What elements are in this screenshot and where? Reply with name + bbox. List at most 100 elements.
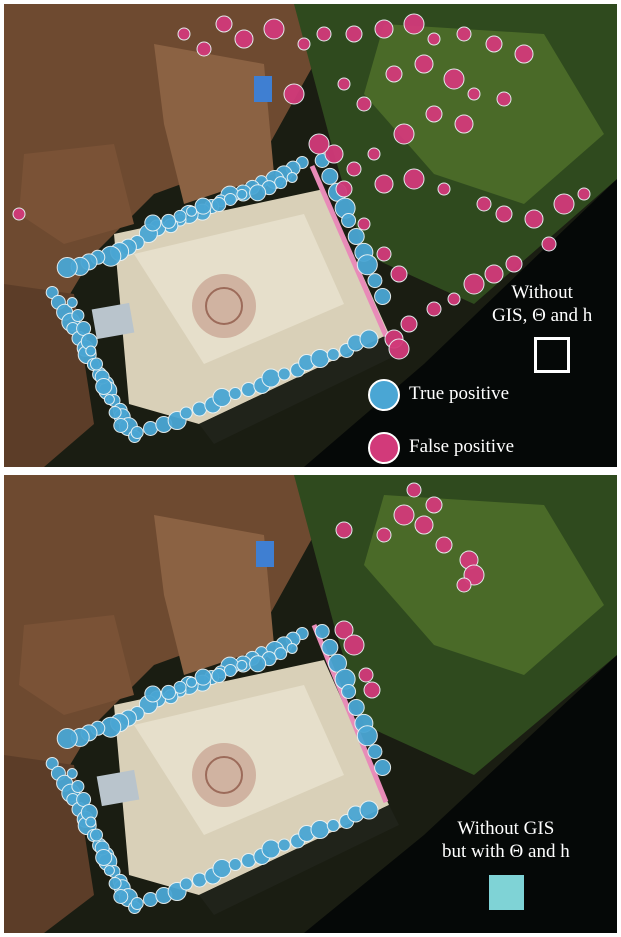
false-positive-dot (463, 273, 485, 295)
blue-roof (256, 541, 274, 567)
park-trees-light (364, 495, 604, 675)
false-positive-dot (435, 536, 453, 554)
false-positive-dot (356, 96, 372, 112)
true-positive-dot (310, 349, 330, 368)
false-positive-dot (335, 521, 353, 539)
true-positive-dot (113, 418, 129, 433)
true-positive-dot (367, 744, 383, 760)
top-caption-line-2: GIS, Θ and h (492, 304, 593, 326)
false-positive-dot (524, 209, 544, 229)
plaza-rosette (192, 274, 256, 338)
true-positive-dot (194, 197, 212, 215)
false-positive-dot (283, 83, 305, 105)
white-building (96, 769, 140, 807)
false-positive-dot (553, 193, 575, 215)
true-positive-dot (277, 367, 291, 381)
false-positive-dot (374, 174, 394, 194)
false-positive-dot (476, 196, 492, 212)
building-block-left (19, 615, 134, 715)
plaza-rosette (192, 743, 256, 807)
true-positive-dot (374, 288, 392, 305)
true-positive-dot (179, 877, 193, 891)
true-positive-dot (108, 877, 122, 890)
true-positive-dot (173, 209, 187, 223)
false-positive-dot (346, 161, 362, 177)
false-positive-dot (437, 182, 451, 196)
false-positive-dot (400, 315, 418, 333)
false-positive-dot (335, 180, 353, 198)
false-positive-dot (388, 338, 410, 360)
false-positive-dot (367, 147, 381, 161)
true-positive-dot (341, 213, 357, 229)
false-positive-dot (403, 168, 425, 190)
false-positive-dot (577, 187, 591, 201)
bottom-detection-dots (45, 482, 485, 914)
bottom-caption-line-1: Without GIS (457, 818, 555, 839)
true-positive-dot (103, 865, 115, 876)
true-positive-dot (85, 345, 97, 357)
plaza-rosette-ring (205, 287, 243, 325)
true-positive-dot (356, 254, 378, 276)
true-positive-dot (321, 638, 339, 656)
true-positive-dot (66, 768, 78, 779)
plaza-rosette-ring (205, 756, 243, 794)
false-positive-dot (467, 87, 481, 101)
plaza-shadow-bottom (199, 334, 399, 444)
building-block (154, 44, 274, 204)
true-positive-dot (95, 378, 113, 395)
false-positive-dot (406, 482, 422, 498)
false-positive-dot (234, 29, 254, 49)
true-positive-dot (228, 387, 242, 400)
plaza-shadow-bottom (199, 805, 399, 915)
false-positive-dot (385, 65, 403, 83)
false-positive-dot (447, 292, 461, 306)
false-positive-dot (390, 265, 408, 283)
false-positive-dot (426, 301, 442, 317)
false-positive-dot (414, 515, 434, 535)
false-positive-dot (376, 527, 392, 543)
track-line (309, 165, 389, 337)
true-positive-dot (108, 406, 122, 419)
true-positive-dot (161, 213, 177, 229)
false-positive-dot (297, 37, 311, 51)
true-positive-dot (274, 647, 288, 661)
false-positive-dot (425, 105, 443, 123)
top-detection-dots (12, 13, 591, 443)
true-positive-dot (347, 227, 365, 245)
bottom-caption: Without GIS but with Θ and h (442, 818, 570, 864)
true-positive-dot (321, 167, 339, 185)
true-positive-dot (236, 188, 248, 200)
true-positive-dot (103, 394, 115, 405)
true-positive-dot (228, 858, 242, 871)
true-positive-dot (286, 643, 298, 654)
top-caption: Without GIS, Θ and h (492, 282, 592, 328)
legend-false-positive-label: False positive (409, 436, 515, 457)
true-positive-dot (374, 759, 392, 776)
top-detection-panel: Without GIS, Θ and h True positive False… (4, 4, 617, 467)
true-positive-dot (223, 663, 237, 677)
false-positive-dot (541, 236, 557, 252)
true-positive-dot (113, 889, 129, 904)
false-positive-dot (425, 496, 443, 514)
true-positive-dot (130, 897, 144, 910)
true-positive-dot (212, 859, 232, 878)
true-positive-dot (274, 176, 288, 190)
true-positive-dot (130, 426, 144, 439)
white-building (91, 302, 135, 340)
false-positive-dot (505, 255, 523, 273)
building-block-left (19, 144, 134, 244)
building-block (154, 515, 274, 675)
false-positive-dot (514, 44, 534, 64)
false-positive-dot (496, 91, 512, 107)
false-positive-dot (427, 32, 441, 46)
true-positive-dot (236, 659, 248, 671)
top-aerial-image (4, 4, 617, 467)
true-positive-dot (173, 680, 187, 694)
false-positive-dot (215, 15, 233, 33)
false-positive-dot (414, 54, 434, 74)
false-positive-dot (454, 114, 474, 134)
bottom-detection-panel: Without GIS but with Θ and h (4, 475, 617, 933)
false-positive-dot (403, 13, 425, 35)
blue-roof (254, 76, 272, 102)
false-positive-dot (263, 18, 285, 40)
